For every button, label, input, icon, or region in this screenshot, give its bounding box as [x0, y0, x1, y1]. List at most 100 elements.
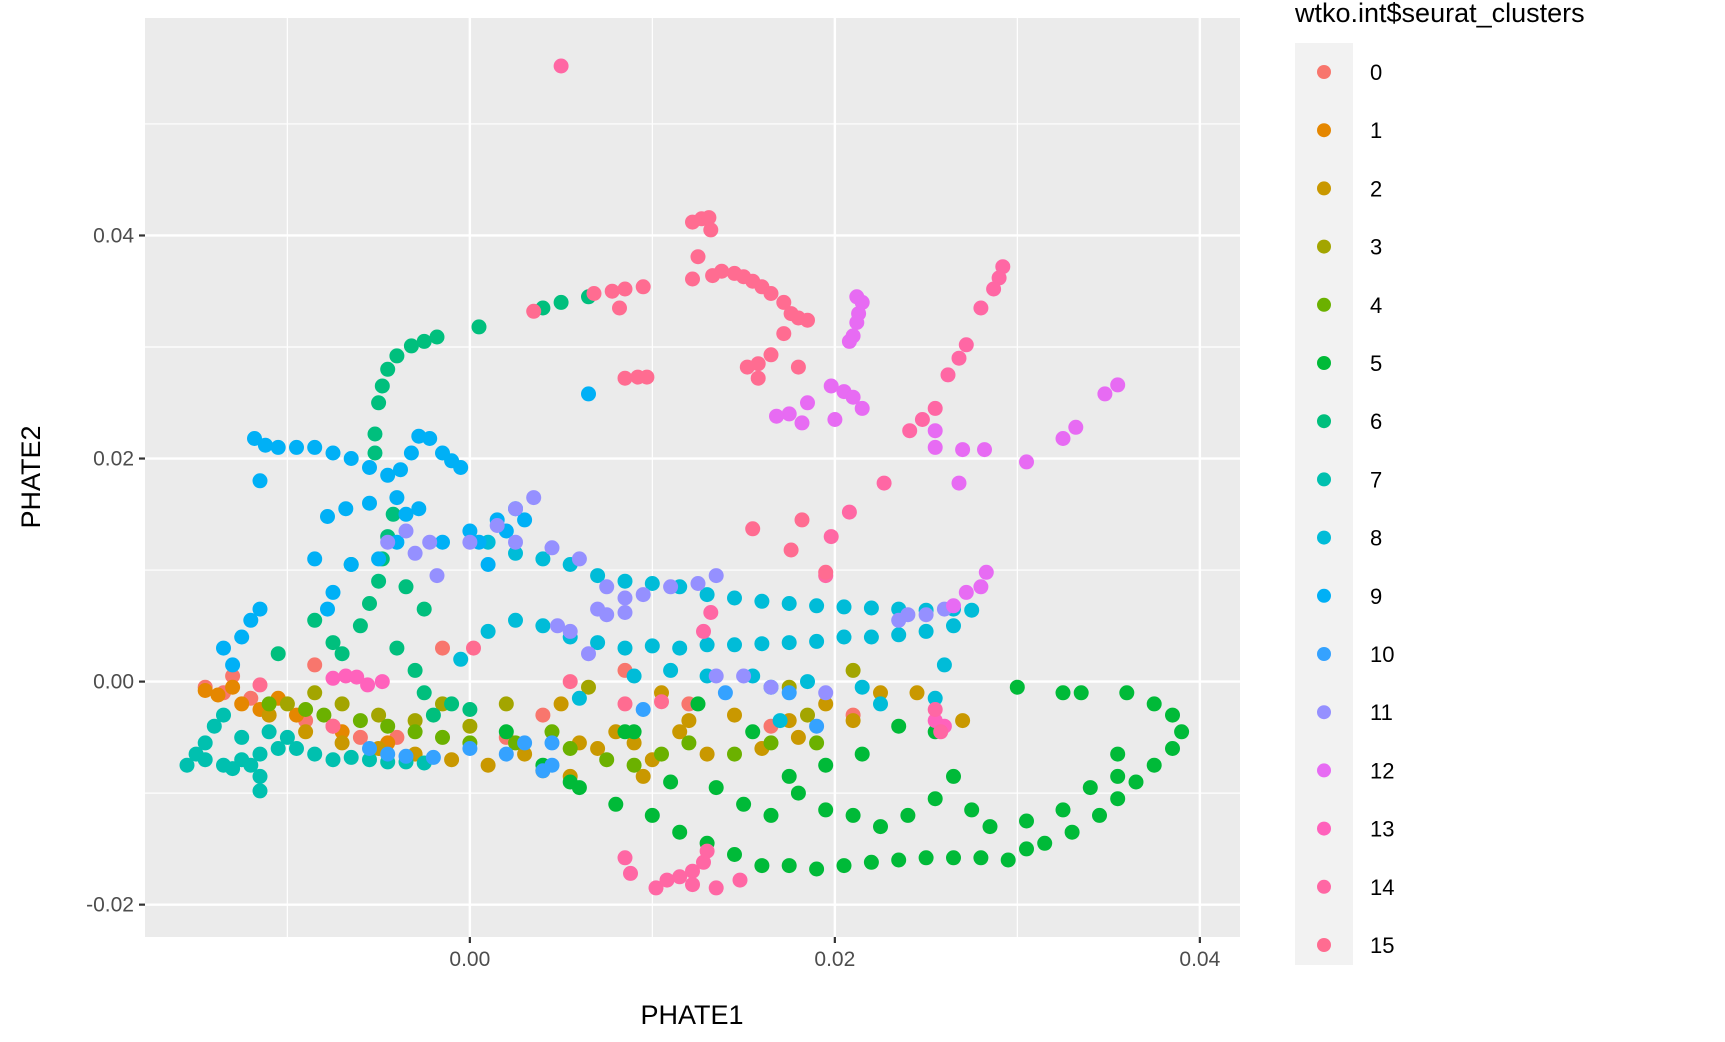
data-point — [380, 361, 396, 377]
data-point — [374, 674, 390, 690]
data-point — [891, 718, 907, 734]
data-point — [371, 573, 387, 589]
data-point — [891, 852, 907, 868]
data-point — [279, 696, 295, 712]
data-point — [623, 865, 638, 881]
data-point — [769, 408, 784, 424]
data-point — [863, 600, 879, 616]
legend-label: 1 — [1370, 118, 1382, 143]
data-point — [1146, 696, 1162, 712]
data-point — [617, 281, 633, 297]
data-point — [289, 439, 304, 455]
data-point — [699, 746, 715, 762]
data-point — [973, 579, 989, 595]
data-point — [1009, 679, 1025, 695]
data-point — [681, 713, 697, 729]
legend-title: wtko.int$seurat_clusters — [1294, 0, 1585, 28]
data-point — [462, 534, 478, 550]
data-point — [590, 741, 606, 756]
data-point — [973, 300, 989, 316]
data-point — [1055, 685, 1071, 701]
data-point — [626, 735, 642, 751]
legend-key-icon — [1317, 821, 1331, 836]
legend-label: 6 — [1370, 409, 1382, 434]
data-point — [252, 746, 268, 762]
data-point — [380, 718, 396, 734]
data-point — [891, 612, 907, 628]
data-point — [754, 858, 770, 874]
data-point — [727, 707, 742, 723]
data-point — [307, 439, 323, 455]
data-point — [1110, 791, 1126, 807]
data-point — [1119, 685, 1135, 701]
data-point — [374, 378, 390, 394]
data-point — [550, 618, 565, 634]
data-point — [1073, 685, 1089, 701]
data-point — [781, 768, 797, 784]
data-point — [790, 359, 806, 375]
data-point — [823, 529, 839, 545]
data-point — [750, 356, 766, 372]
legend-key-icon — [1317, 647, 1331, 661]
data-point — [590, 568, 606, 584]
data-point — [946, 618, 961, 634]
data-point — [562, 674, 578, 690]
data-point — [845, 807, 861, 823]
data-point — [818, 757, 834, 773]
data-point — [371, 707, 387, 723]
data-point — [371, 551, 387, 567]
legend-label: 15 — [1370, 933, 1394, 958]
data-point — [626, 668, 642, 684]
data-point — [320, 509, 335, 524]
data-point — [644, 638, 660, 654]
legend-item-5: 5 — [1317, 351, 1382, 376]
data-point — [794, 415, 810, 431]
data-point — [823, 378, 839, 394]
data-point — [444, 752, 460, 768]
minor-gridlines — [145, 18, 1240, 937]
data-point — [325, 584, 341, 600]
data-point — [685, 271, 700, 287]
data-point — [435, 729, 450, 745]
data-point — [225, 679, 241, 695]
data-point — [343, 749, 359, 765]
data-point — [261, 696, 277, 712]
data-point — [617, 590, 633, 606]
data-point — [325, 752, 341, 768]
data-point — [750, 370, 766, 386]
data-point — [590, 601, 606, 617]
data-point — [783, 542, 799, 558]
data-point — [498, 724, 514, 740]
data-point — [717, 685, 733, 701]
legend-key-icon — [1317, 297, 1331, 312]
data-point — [334, 696, 350, 712]
data-point — [977, 442, 992, 458]
data-point — [699, 637, 715, 653]
legend-key-icon — [1317, 414, 1331, 429]
data-point — [1019, 813, 1034, 829]
legend-label: 9 — [1370, 584, 1382, 609]
legend-key-icon — [1317, 705, 1331, 720]
data-point — [197, 752, 213, 768]
data-point — [727, 847, 742, 862]
data-point — [586, 286, 602, 301]
data-point — [873, 819, 888, 835]
data-point — [389, 490, 405, 506]
data-point — [891, 627, 907, 643]
data-point — [334, 735, 350, 751]
data-point — [398, 506, 414, 522]
legend-key-icon — [1317, 356, 1331, 370]
data-point — [261, 707, 277, 723]
data-point — [1165, 741, 1180, 756]
data-point — [708, 568, 724, 584]
data-point — [535, 618, 551, 634]
data-point — [635, 768, 651, 784]
data-point — [307, 746, 323, 762]
data-point — [389, 640, 405, 656]
data-point — [252, 783, 268, 799]
legend-key-icon — [1317, 239, 1331, 254]
y-tick-label: 0.04 — [93, 224, 134, 247]
legend-key-icon — [1317, 938, 1331, 952]
data-point — [1019, 454, 1034, 470]
